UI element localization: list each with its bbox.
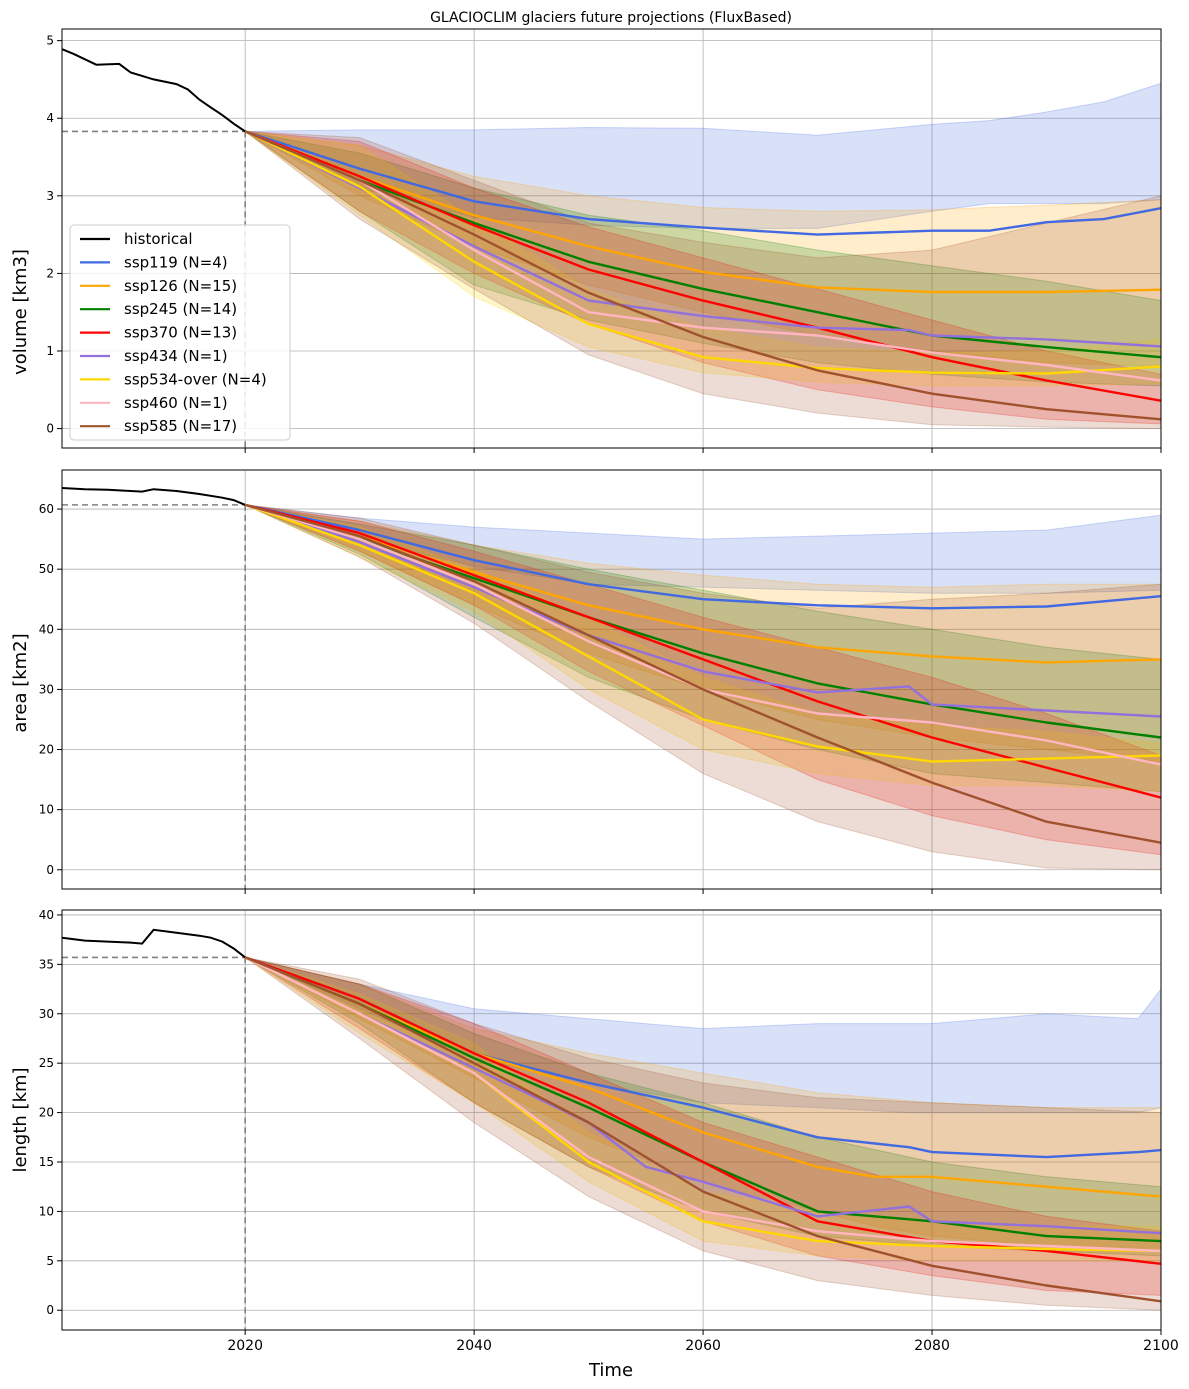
y-axis-label: length [km] bbox=[10, 1067, 31, 1172]
legend-label-ssp585: ssp585 (N=17) bbox=[124, 417, 237, 435]
line-ssp245 bbox=[244, 130, 1161, 359]
x-axis-label: Time bbox=[588, 1360, 633, 1381]
y-axis-label: volume [km3] bbox=[10, 249, 31, 375]
line-ssp126 bbox=[244, 956, 1161, 1198]
x-tick-label: 2020 bbox=[227, 1338, 263, 1354]
legend-label-ssp534: ssp534-over (N=4) bbox=[124, 370, 267, 388]
y-tick-label: 50 bbox=[39, 562, 54, 576]
line-ssp119 bbox=[244, 130, 1161, 236]
y-tick-label: 60 bbox=[39, 502, 54, 516]
legend-label-ssp245: ssp245 (N=14) bbox=[124, 300, 237, 318]
line-historical bbox=[62, 48, 246, 133]
y-tick-label: 15 bbox=[39, 1155, 54, 1169]
line-ssp460 bbox=[244, 956, 1161, 1253]
line-ssp534 bbox=[244, 503, 1161, 763]
y-tick-label: 30 bbox=[39, 1007, 54, 1021]
axes-frame bbox=[61, 469, 1162, 890]
y-tick-label: 20 bbox=[39, 743, 54, 757]
y-tick-label: 0 bbox=[46, 863, 54, 877]
y-tick-label: 2 bbox=[46, 266, 54, 280]
line-ssp585 bbox=[244, 130, 1161, 421]
line-ssp434 bbox=[244, 956, 1161, 1235]
line-historical bbox=[62, 487, 246, 506]
legend-label-historical: historical bbox=[124, 230, 193, 248]
y-tick-label: 5 bbox=[46, 34, 54, 48]
band-ssp119 bbox=[244, 82, 1161, 229]
band-ssp119 bbox=[244, 956, 1161, 1114]
axes-frame bbox=[61, 909, 1162, 1331]
band-ssp245 bbox=[245, 504, 1161, 793]
y-tick-label: 3 bbox=[46, 189, 54, 203]
chart-title: GLACIOCLIM glaciers future projections (… bbox=[430, 10, 792, 26]
legend-label-ssp119: ssp119 (N=4) bbox=[124, 253, 228, 271]
x-tick-label: 2100 bbox=[1143, 1338, 1179, 1354]
x-tick-label: 2060 bbox=[685, 1338, 721, 1354]
plot-area bbox=[62, 487, 1161, 889]
line-ssp534 bbox=[244, 130, 1161, 375]
legend: historical ssp119 (N=4) ssp126 (N=15) ssp24… bbox=[69, 224, 291, 441]
band-ssp126 bbox=[244, 130, 1161, 368]
band-ssp534 bbox=[243, 130, 1161, 387]
line-ssp585 bbox=[244, 956, 1161, 1303]
band-ssp585 bbox=[244, 504, 1161, 871]
legend-label-ssp126: ssp126 (N=15) bbox=[124, 277, 237, 295]
x-tick-label: 2040 bbox=[456, 1338, 492, 1354]
line-ssp119 bbox=[244, 503, 1161, 610]
y-axis-label: area [km2] bbox=[10, 633, 31, 732]
plot-area bbox=[62, 928, 1161, 1330]
y-tick-label: 4 bbox=[46, 111, 54, 125]
y-tick-label: 10 bbox=[39, 803, 54, 817]
band-ssp370 bbox=[244, 956, 1161, 1296]
y-tick-label: 5 bbox=[46, 1254, 54, 1268]
legend-box bbox=[69, 224, 291, 441]
x-tick-label: 2080 bbox=[914, 1338, 950, 1354]
y-tick-label: 1 bbox=[46, 344, 54, 358]
y-tick-label: 30 bbox=[39, 682, 54, 696]
y-tick-label: 0 bbox=[46, 1303, 54, 1317]
y-tick-label: 40 bbox=[39, 622, 54, 636]
y-tick-label: 25 bbox=[39, 1056, 54, 1070]
plot-area bbox=[62, 48, 1161, 448]
y-tick-label: 35 bbox=[39, 957, 54, 971]
panel-area: 0 10 20 30 40 50 60 area [km2] bbox=[10, 469, 1162, 894]
y-tick-label: 20 bbox=[39, 1106, 54, 1120]
line-ssp126 bbox=[244, 130, 1161, 294]
line-ssp370 bbox=[244, 503, 1161, 799]
line-ssp585 bbox=[244, 503, 1161, 844]
legend-label-ssp460: ssp460 (N=1) bbox=[124, 394, 228, 412]
y-tick-label: 0 bbox=[46, 422, 54, 436]
panel-volume: 0 1 2 3 4 5 volume [km3] bbox=[10, 28, 1162, 453]
line-ssp434 bbox=[244, 130, 1161, 348]
panel-length: 0 5 10 15 20 25 30 35 40 2020 2040 2060 2080 2100 leng… bbox=[10, 908, 1179, 1354]
axes-frame bbox=[61, 28, 1162, 449]
legend-label-ssp370: ssp370 (N=13) bbox=[124, 324, 237, 342]
band-ssp534 bbox=[244, 956, 1161, 1262]
line-ssp434 bbox=[244, 503, 1161, 718]
line-historical bbox=[62, 928, 246, 959]
line-ssp460 bbox=[244, 130, 1161, 382]
band-ssp370 bbox=[243, 130, 1161, 425]
y-tick-label: 40 bbox=[39, 908, 54, 922]
y-tick-label: 10 bbox=[39, 1204, 54, 1218]
legend-label-ssp434: ssp434 (N=1) bbox=[124, 347, 228, 365]
